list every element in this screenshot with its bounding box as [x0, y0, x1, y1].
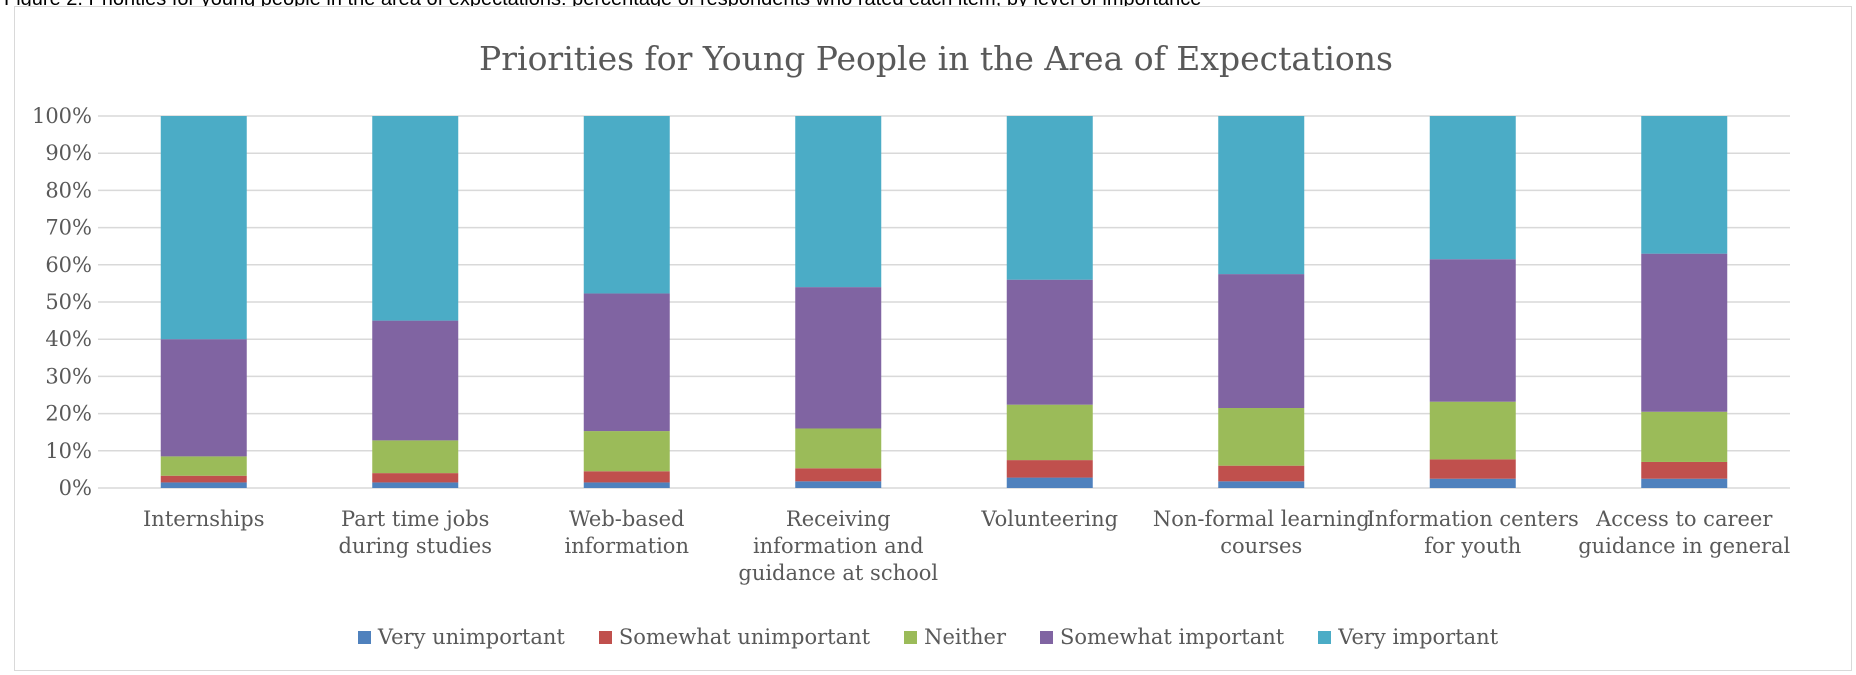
x-tick-label: Internships: [143, 507, 265, 531]
x-tick-label: Part time jobs during studies: [339, 507, 492, 558]
bar-segment-somewhat-important: [1218, 274, 1305, 409]
y-tick-label: 70%: [45, 216, 92, 240]
bar-segment-neither: [1429, 401, 1516, 460]
legend-swatch: [357, 630, 371, 644]
bar-segment-somewhat-important: [1641, 253, 1728, 412]
bar-segment-very-unimportant: [795, 481, 882, 488]
x-tick-label: Access to career guidance in general: [1578, 507, 1790, 558]
y-tick-label: 50%: [45, 290, 92, 314]
bar-segment-very-important: [583, 116, 670, 294]
legend-label: Very important: [1338, 625, 1499, 649]
bar-segment-somewhat-unimportant: [372, 473, 459, 483]
gridlines: [98, 115, 1790, 489]
y-tick-label: 30%: [45, 364, 92, 388]
y-tick-label: 80%: [45, 178, 92, 202]
bar-segment-very-important: [1641, 116, 1728, 254]
bar-segment-neither: [795, 428, 882, 469]
y-tick-label: 60%: [45, 253, 92, 277]
y-tick-label: 20%: [45, 402, 92, 426]
bar-segment-very-unimportant: [583, 482, 670, 488]
x-tick-label: Volunteering: [980, 507, 1118, 531]
legend-label: Somewhat important: [1060, 625, 1285, 649]
legend-swatch: [598, 630, 612, 644]
bar-segment-somewhat-unimportant: [160, 475, 247, 483]
figure-caption: Figure 2. Priorities for young people in…: [0, 0, 1856, 14]
figure-caption-text: Figure 2. Priorities for young people in…: [4, 0, 1201, 11]
bar-segment-very-unimportant: [160, 482, 247, 488]
bar-segment-very-important: [1006, 116, 1093, 280]
chart-title: Priorities for Young People in the Area …: [479, 39, 1393, 78]
legend-label: Neither: [924, 625, 1007, 649]
legend-swatch: [1318, 630, 1332, 644]
bar-segment-somewhat-unimportant: [1006, 460, 1093, 478]
bar-segment-somewhat-unimportant: [1218, 465, 1305, 482]
bar-segment-somewhat-unimportant: [1429, 459, 1516, 479]
legend-item: Very unimportant: [357, 625, 565, 649]
y-tick-label: 100%: [32, 104, 92, 128]
bar-segment-somewhat-unimportant: [1641, 461, 1728, 479]
bar-segment-somewhat-important: [160, 339, 247, 457]
bar-segment-somewhat-important: [1006, 279, 1093, 405]
legend-swatch: [904, 630, 918, 644]
legend-item: Very important: [1318, 625, 1498, 649]
bar-segment-very-important: [1429, 116, 1516, 260]
legend-label: Very unimportant: [377, 625, 565, 649]
y-tick-label: 10%: [45, 439, 92, 463]
legend-item: Somewhat unimportant: [598, 625, 871, 649]
bar-segment-somewhat-important: [1429, 259, 1516, 402]
bar-segment-very-unimportant: [1641, 478, 1728, 488]
legend-item: Somewhat important: [1040, 625, 1284, 649]
x-tick-label: Information centers for youth: [1367, 507, 1579, 558]
bar-segment-neither: [1641, 411, 1728, 462]
y-tick-label: 90%: [45, 141, 92, 165]
bar-segment-very-important: [1218, 116, 1305, 275]
bar-segment-very-important: [795, 116, 882, 288]
bar-segment-neither: [583, 431, 670, 472]
bar-segment-neither: [372, 440, 459, 474]
bar-segment-somewhat-important: [583, 293, 670, 432]
bar-segment-very-unimportant: [1218, 481, 1305, 488]
y-axis-ticks: 0% 10% 20% 30% 40% 50% 60% 70% 80% 90% 100%: [32, 104, 92, 500]
x-tick-label: Web-based information: [565, 507, 689, 558]
y-tick-label: 40%: [45, 327, 92, 351]
bar-segment-neither: [160, 456, 247, 476]
bars: [160, 116, 1728, 488]
y-tick-label: 0%: [59, 476, 92, 500]
x-axis-labels: Internships Part time jobs during studies W…: [143, 507, 1791, 585]
bar-segment-very-unimportant: [372, 482, 459, 488]
legend: Very unimportant Somewhat unimportant Neit…: [0, 620, 1856, 654]
x-tick-label: Receiving information and guidance at scho…: [738, 507, 938, 585]
bar-segment-somewhat-important: [795, 287, 882, 429]
bar-segment-somewhat-unimportant: [583, 471, 670, 483]
bar-segment-somewhat-important: [372, 320, 459, 441]
legend-label: Somewhat unimportant: [618, 625, 871, 649]
legend-swatch: [1040, 630, 1054, 644]
bar-segment-very-important: [160, 116, 247, 340]
bar-segment-very-important: [372, 116, 459, 321]
bar-segment-neither: [1006, 404, 1093, 461]
x-tick-label: Non-formal learning courses: [1153, 507, 1370, 558]
bar-segment-very-unimportant: [1429, 478, 1516, 488]
bar-segment-somewhat-unimportant: [795, 468, 882, 482]
bar-segment-neither: [1218, 408, 1305, 466]
bar-segment-very-unimportant: [1006, 477, 1093, 488]
legend-item: Neither: [904, 625, 1006, 649]
